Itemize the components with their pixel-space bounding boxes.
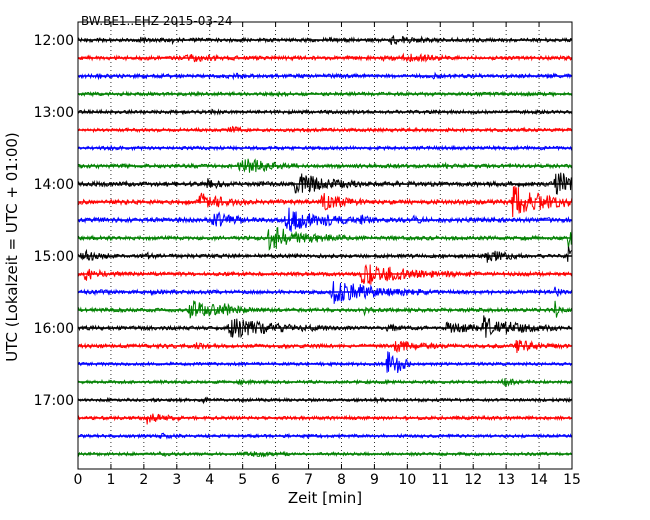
y-tick-label: 15:00 xyxy=(34,249,74,265)
x-tick-label: 12 xyxy=(464,472,482,488)
trace-line xyxy=(77,144,573,152)
y-tick-label: 16:00 xyxy=(34,321,74,337)
trace-line xyxy=(77,246,573,263)
trace-line xyxy=(77,315,573,339)
x-tick-label: 4 xyxy=(205,472,214,488)
y-tick-label: 14:00 xyxy=(34,177,74,193)
x-tick-label: 2 xyxy=(139,472,148,488)
x-axis-ticks: 0 1 2 3 4 5 6 7 8 9 10 11 12 13 14 15 xyxy=(74,22,581,488)
plot-frame xyxy=(77,21,573,470)
y-tick-label: 17:00 xyxy=(34,393,74,409)
x-tick-label: 11 xyxy=(431,472,449,488)
x-tick-label: 3 xyxy=(172,472,181,488)
trace-line xyxy=(77,351,573,374)
seismogram-traces xyxy=(77,35,573,458)
trace-line xyxy=(77,226,573,251)
chart-title: BW.BE1..EHZ 2015-03-24 xyxy=(81,14,233,28)
y-tick-label: 12:00 xyxy=(34,33,74,49)
x-tick-label: 9 xyxy=(370,472,379,488)
y-axis-label: UTC (Lokalzeit = UTC + 01:00) xyxy=(3,132,21,362)
x-tick-label: 6 xyxy=(271,472,280,488)
x-axis-label: Zeit [min] xyxy=(288,489,362,507)
x-tick-label: 0 xyxy=(74,472,83,488)
trace-line xyxy=(77,413,573,425)
x-tick-label: 7 xyxy=(304,472,313,488)
x-tick-label: 5 xyxy=(238,472,247,488)
trace-line xyxy=(77,339,573,354)
x-tick-label: 8 xyxy=(337,472,346,488)
x-tick-label: 10 xyxy=(398,472,416,488)
y-tick-label: 13:00 xyxy=(34,105,74,121)
x-tick-label: 15 xyxy=(563,472,581,488)
y-axis-ticks: 12:00 13:00 14:00 15:00 16:00 17:00 xyxy=(34,33,572,409)
x-tick-label: 13 xyxy=(497,472,515,488)
x-tick-label: 1 xyxy=(106,472,115,488)
x-tick-label: 14 xyxy=(530,472,548,488)
grid-lines xyxy=(110,22,540,469)
